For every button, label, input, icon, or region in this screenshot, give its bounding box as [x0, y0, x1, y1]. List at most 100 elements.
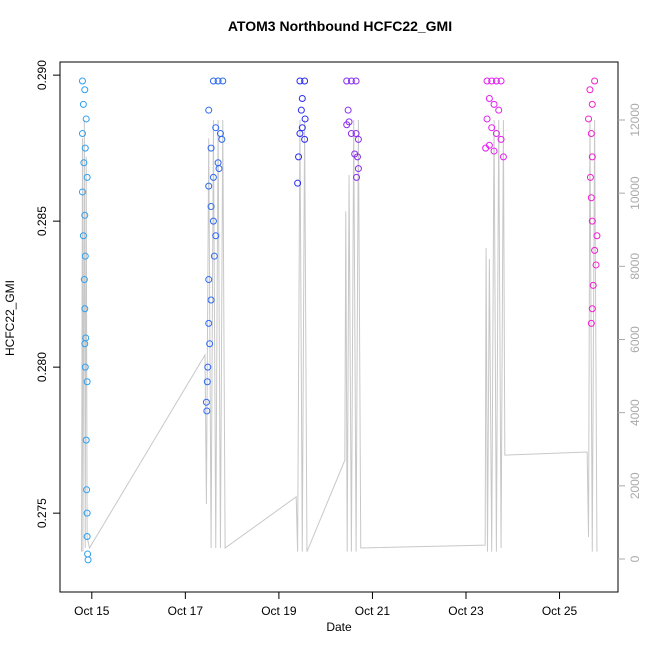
data-point — [497, 77, 505, 85]
data-point — [296, 130, 304, 138]
data-point — [343, 121, 351, 129]
data-point — [585, 115, 593, 123]
data-point — [79, 232, 87, 240]
data-point — [212, 232, 220, 240]
data-point — [297, 106, 305, 114]
x-tick-label: Oct 21 — [355, 604, 391, 618]
x-tick-label: Oct 17 — [168, 604, 204, 618]
data-point — [81, 340, 89, 348]
data-point — [344, 106, 352, 114]
data-point — [343, 77, 351, 85]
data-point — [83, 486, 91, 494]
data-point — [588, 153, 596, 161]
data-point — [492, 77, 500, 85]
data-point — [83, 533, 91, 541]
x-axis-label: Date — [326, 620, 352, 634]
data-point — [84, 550, 92, 558]
data-point — [83, 378, 91, 386]
data-point — [81, 211, 89, 219]
data-point — [205, 276, 213, 284]
data-point — [490, 100, 498, 108]
data-point — [589, 281, 597, 289]
data-point — [294, 179, 302, 187]
y2-tick-label: 8000 — [628, 253, 642, 280]
data-point — [81, 305, 89, 313]
data-point — [209, 217, 217, 225]
x-tick-label: Oct 23 — [448, 604, 484, 618]
data-point — [352, 130, 360, 138]
y2-tick-label: 12000 — [628, 103, 642, 137]
data-point — [485, 95, 493, 103]
data-point — [83, 173, 91, 181]
y-tick-label: 0.280 — [35, 352, 49, 382]
data-point — [492, 130, 500, 138]
data-point — [82, 436, 90, 444]
data-point — [205, 182, 213, 190]
data-point — [495, 106, 503, 114]
y-axis-label: HCFC22_GMI — [3, 280, 17, 356]
y-tick-label: 0.285 — [35, 206, 49, 236]
data-point — [205, 319, 213, 327]
data-point — [347, 130, 355, 138]
y2-tick-label: 4000 — [628, 399, 642, 426]
data-point — [78, 130, 86, 138]
data-point — [592, 261, 600, 269]
data-point — [352, 77, 360, 85]
data-point — [205, 106, 213, 114]
data-point — [209, 173, 217, 181]
data-point — [79, 100, 87, 108]
data-point — [298, 124, 306, 132]
y-tick-label: 0.290 — [35, 60, 49, 90]
data-point — [215, 165, 223, 173]
data-point — [354, 135, 362, 143]
data-point — [83, 509, 91, 517]
y2-tick-label: 6000 — [628, 326, 642, 353]
data-point — [301, 77, 309, 85]
data-point — [591, 246, 599, 254]
data-point — [347, 77, 355, 85]
data-point — [593, 232, 601, 240]
data-point — [587, 130, 595, 138]
data-point — [202, 398, 210, 406]
data-point — [587, 319, 595, 327]
data-point — [351, 150, 359, 158]
data-point — [206, 340, 214, 348]
data-point — [483, 77, 491, 85]
data-point — [482, 144, 490, 152]
y-tick-label: 0.275 — [35, 498, 49, 528]
data-point — [203, 378, 211, 386]
data-point — [295, 153, 303, 161]
data-point — [78, 77, 86, 85]
chart-title: ATOM3 Northbound HCFC22_GMI — [228, 18, 452, 34]
data-point — [82, 115, 90, 123]
data-point — [483, 115, 491, 123]
data-point — [588, 100, 596, 108]
data-point — [591, 77, 599, 85]
data-point — [81, 86, 89, 94]
y2-tick-label: 0 — [628, 555, 642, 562]
x-tick-label: Oct 25 — [542, 604, 578, 618]
plot-frame — [59, 61, 619, 593]
data-point — [219, 77, 227, 85]
data-point — [488, 124, 496, 132]
data-point — [588, 217, 596, 225]
data-point — [81, 363, 89, 371]
data-point — [80, 159, 88, 167]
data-point — [218, 135, 226, 143]
data-point — [210, 252, 218, 260]
data-point — [296, 77, 304, 85]
data-point — [207, 296, 215, 304]
data-point — [488, 77, 496, 85]
data-point — [80, 276, 88, 284]
data-point — [207, 144, 215, 152]
data-point — [497, 135, 505, 143]
data-point — [586, 86, 594, 94]
data-point — [81, 252, 89, 260]
data-point — [586, 173, 594, 181]
data-point — [212, 124, 220, 132]
y2-tick-label: 2000 — [628, 472, 642, 499]
data-point — [209, 77, 217, 85]
data-point — [214, 77, 222, 85]
y2-tick-label: 10000 — [628, 176, 642, 210]
data-point — [354, 165, 362, 173]
